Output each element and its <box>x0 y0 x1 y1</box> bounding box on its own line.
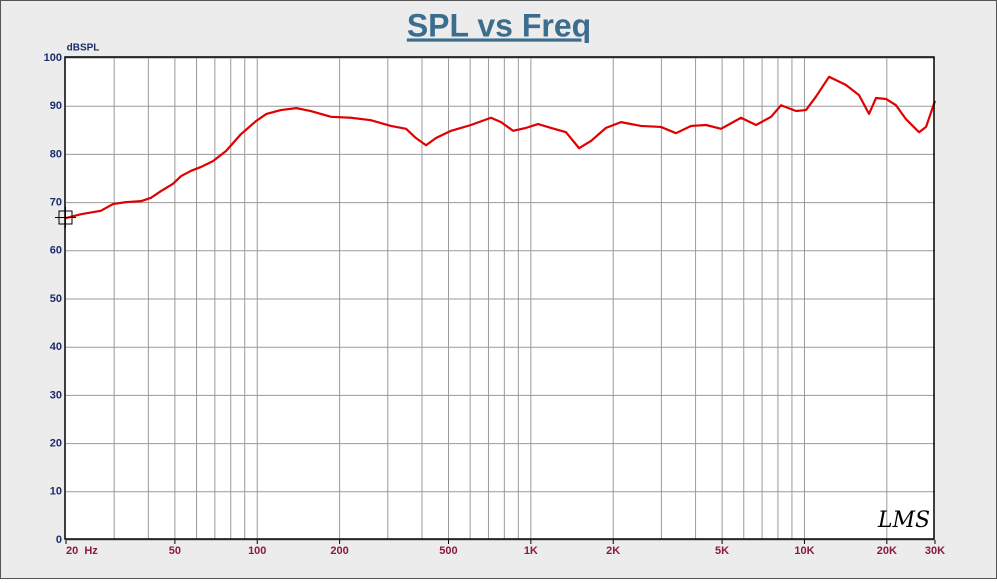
x-tick-label: 20 Hz <box>66 545 98 557</box>
y-tick-label: 20 <box>50 438 62 450</box>
x-tick-label: 100 <box>248 545 266 557</box>
y-tick-label: 0 <box>56 534 62 546</box>
y-tick-label: 70 <box>50 197 62 209</box>
x-tick-label: 2K <box>606 545 620 557</box>
plot-border <box>64 56 935 540</box>
x-tick-label: 30K <box>925 545 945 557</box>
x-tick-label: 1K <box>524 545 538 557</box>
x-tick-label: 20K <box>877 545 897 557</box>
spl-curve <box>65 75 937 220</box>
x-tick-label: 500 <box>439 545 457 557</box>
y-axis-label: dBSPL <box>67 43 100 54</box>
y-tick-label: 40 <box>50 341 62 353</box>
y-tick-label: 10 <box>50 486 62 498</box>
y-tick-label: 60 <box>50 245 62 257</box>
y-tick-label: 90 <box>50 100 62 112</box>
watermark: LMS <box>877 508 930 533</box>
y-tick-label: 80 <box>50 148 62 160</box>
marks <box>65 75 937 220</box>
x-tick-label: 50 <box>169 545 181 557</box>
plot-area <box>65 57 934 539</box>
x-tick-label: 10K <box>794 545 814 557</box>
chart-title: SPL vs Freq <box>407 7 591 43</box>
y-tick-label: 30 <box>50 389 62 401</box>
x-tick-label: 5K <box>715 545 729 557</box>
x-tick-label: 200 <box>330 545 348 557</box>
y-tick-label: 50 <box>50 293 62 305</box>
y-tick-label: 100 <box>44 52 62 64</box>
grid <box>66 57 935 541</box>
cursor-marker <box>55 207 76 228</box>
